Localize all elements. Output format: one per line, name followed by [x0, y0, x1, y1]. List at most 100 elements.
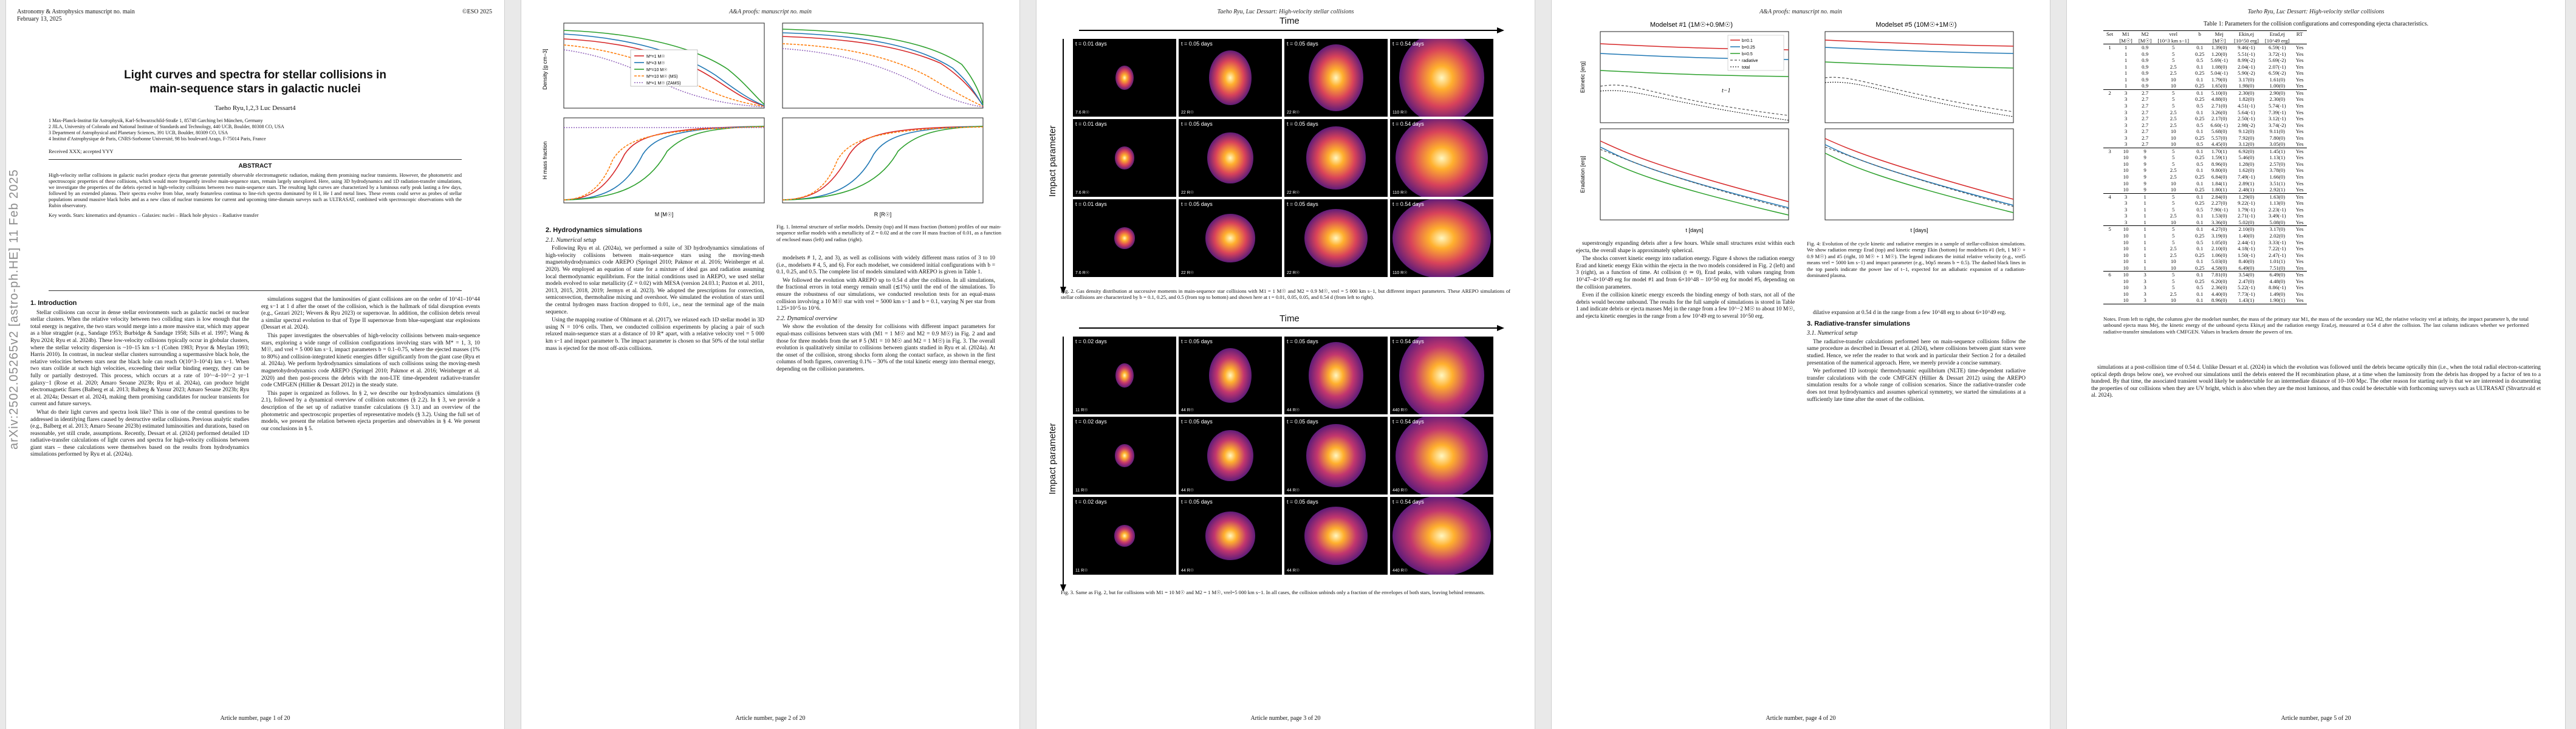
ejecta-blob — [1399, 39, 1484, 117]
journal-header: Astronomy & Astrophysics manuscript no. … — [17, 9, 135, 23]
affiliation: 4 Institut d'Astrophysique de Paris, CNR… — [49, 136, 266, 142]
table-cell: 3 — [2124, 89, 2128, 96]
table-cell: 9.11(0) — [2269, 128, 2285, 135]
table-cell: 2.5 — [2170, 252, 2177, 258]
table-cell: 1.06(0) — [2211, 252, 2227, 258]
panel-scale-label: 44 R☉ — [1287, 408, 1300, 412]
legend-entry: M*=10 M☉ (MS) — [646, 74, 678, 79]
figure-1-caption: Fig. 1. Internal structure of stellar mo… — [776, 224, 1001, 242]
table-cell: 0.25 — [2195, 134, 2205, 141]
table-cell: 1 — [2124, 76, 2128, 83]
table-row: 5 10 1 5 0.1 4.27(0) 2.10(0) 3.17(0) Yes — [2103, 225, 2307, 233]
table-unit-cell — [2103, 37, 2117, 45]
table-cell: Yes — [2295, 57, 2304, 64]
table-cell: 0.1 — [2192, 297, 2208, 304]
table-cell: 5 — [2108, 226, 2111, 233]
table-cell: 0.1 — [2196, 193, 2204, 200]
x-axis-label: t [days] — [1685, 227, 1703, 233]
table-cell: 2.48(1) — [2238, 187, 2255, 193]
table-cell: 1 — [2143, 264, 2146, 271]
y-axis-label: Density [g cm−3] — [542, 49, 548, 89]
table-cell: 3 — [2143, 278, 2146, 284]
legend-entry: b=0.1 — [1742, 39, 1753, 43]
table-header-cell: b — [2192, 30, 2208, 38]
table-cell: 3 — [2124, 200, 2128, 207]
table-cell: 0.9 — [2142, 70, 2149, 77]
ejecta-blob — [1209, 348, 1252, 403]
table-cell: Yes — [2295, 213, 2304, 219]
table-cell — [2103, 297, 2117, 304]
table-cell: 0.1 — [2196, 148, 2204, 154]
density-panel: t = 0.05 days 22 R☉ — [1179, 119, 1282, 197]
table-cell — [2103, 135, 2116, 142]
table-cell: Yes — [2295, 245, 2304, 252]
table-cell: 6.20(0) — [2211, 278, 2227, 284]
table-cell: 3 — [2143, 290, 2146, 297]
table-cell: 2.17(0) — [2211, 115, 2227, 122]
legend-entry: b=0.25 — [1742, 46, 1755, 50]
table-row: 10 3 10 0.1 8.96(0) 1.43(1) 1.90(1) Yes — [2103, 297, 2307, 304]
table-cell — [2103, 103, 2116, 109]
table-cell: 2.7 — [2142, 109, 2149, 115]
table-cell: 2.7 — [2142, 115, 2149, 122]
table-cell: Yes — [2295, 122, 2304, 128]
table-row: 3 1 5 0.25 2.27(0) 9.22(-1) 1.13(0) Yes — [2103, 200, 2307, 207]
table-cell: 5 — [2172, 193, 2175, 200]
x-axis-label: t [days] — [1910, 227, 1928, 233]
time-axis-label: Time — [1279, 313, 1300, 324]
table-cell: 0.25 — [2195, 174, 2205, 180]
panel-scale-label: 110 R☉ — [1392, 271, 1408, 275]
table-cell — [2103, 51, 2116, 58]
table-cell: 10 — [2123, 252, 2129, 258]
table-cell: 5.51(-1) — [2238, 50, 2255, 57]
table-cell: 3.33(-1) — [2269, 239, 2286, 245]
ejecta-blob — [1399, 337, 1484, 414]
panel-time-label: t = 0.05 days — [1287, 41, 1318, 47]
table-unit-cell: [10^50 erg] — [2231, 37, 2262, 45]
table-cell: 3 — [2124, 134, 2128, 141]
table-cell: 10 — [2170, 83, 2176, 89]
paragraph: superstrongly expanding debris after a f… — [1576, 241, 1795, 254]
table-cell: 1.63(0) — [2269, 193, 2286, 200]
ejecta-blob — [1306, 424, 1366, 487]
table-cell: 0.1 — [2196, 180, 2204, 187]
table-cell: 10 — [2123, 167, 2129, 174]
panel-scale-label: 7.6 R☉ — [1075, 111, 1090, 115]
panel-scale-label: 11 R☉ — [1075, 569, 1088, 573]
table-cell: 2.71(-1) — [2238, 213, 2255, 219]
paragraph: What do their light curves and spectra l… — [30, 409, 249, 458]
page-number: Article number, page 1 of 20 — [220, 715, 290, 722]
received-line: Received XXX; accepted YYY — [49, 148, 114, 154]
panel-time-label: t = 0.05 days — [1181, 419, 1213, 425]
arxiv-id: arXiv:2502.05265v2 [astro-ph.HE] 11 Feb … — [7, 169, 21, 450]
panel-scale-label: 22 R☉ — [1287, 271, 1300, 275]
panel-time-label: t = 0.05 days — [1287, 121, 1318, 127]
table-cell: Yes — [2295, 128, 2304, 135]
page-2: A&A proofs: manuscript no. main M*=1 M☉ … — [521, 0, 1019, 729]
table-row: 10 1 2.5 0.1 2.10(0) 4.18(-1) 7.22(-1) Yes — [2103, 245, 2307, 252]
density-panel: t = 0.01 days 7.6 R☉ — [1073, 119, 1176, 197]
panel-time-label: t = 0.05 days — [1181, 201, 1213, 207]
table-unit-cell: [M☉] — [2135, 37, 2155, 45]
table-cell: 7.39(-1) — [2269, 109, 2286, 115]
paragraph: We followed the evolution with AREPO up … — [776, 277, 995, 312]
table-cell: 1 — [2143, 239, 2146, 245]
table-cell: 0.25 — [2195, 252, 2205, 258]
table-cell: 4 — [2108, 193, 2111, 200]
table-cell: 0.5 — [2196, 206, 2204, 213]
table-cell — [2103, 115, 2116, 122]
table-header-cell: Erad,ej — [2261, 30, 2293, 38]
table-cell: 3.49(-1) — [2269, 213, 2286, 219]
panel-scale-label: 44 R☉ — [1181, 569, 1194, 573]
table-cell: 3 — [2108, 148, 2111, 154]
affiliation: 1 Max-Planck-Institut für Astrophysik, K… — [49, 118, 263, 123]
ejecta-blob — [1309, 342, 1363, 409]
table-cell: 3 — [2143, 284, 2146, 291]
table-cell: 0.1 — [2196, 128, 2204, 135]
panel-time-label: t = 0.02 days — [1075, 338, 1107, 344]
running-header: Taeho Ryu, Luc Dessart: High-velocity st… — [1217, 9, 1354, 15]
ejecta-blob — [1392, 199, 1492, 277]
subsection-heading: 2.2. Dynamical overview — [776, 315, 837, 322]
table-unit-cell: [10^49 erg] — [2261, 37, 2293, 45]
table-cell: 3.12(0) — [2238, 141, 2255, 148]
